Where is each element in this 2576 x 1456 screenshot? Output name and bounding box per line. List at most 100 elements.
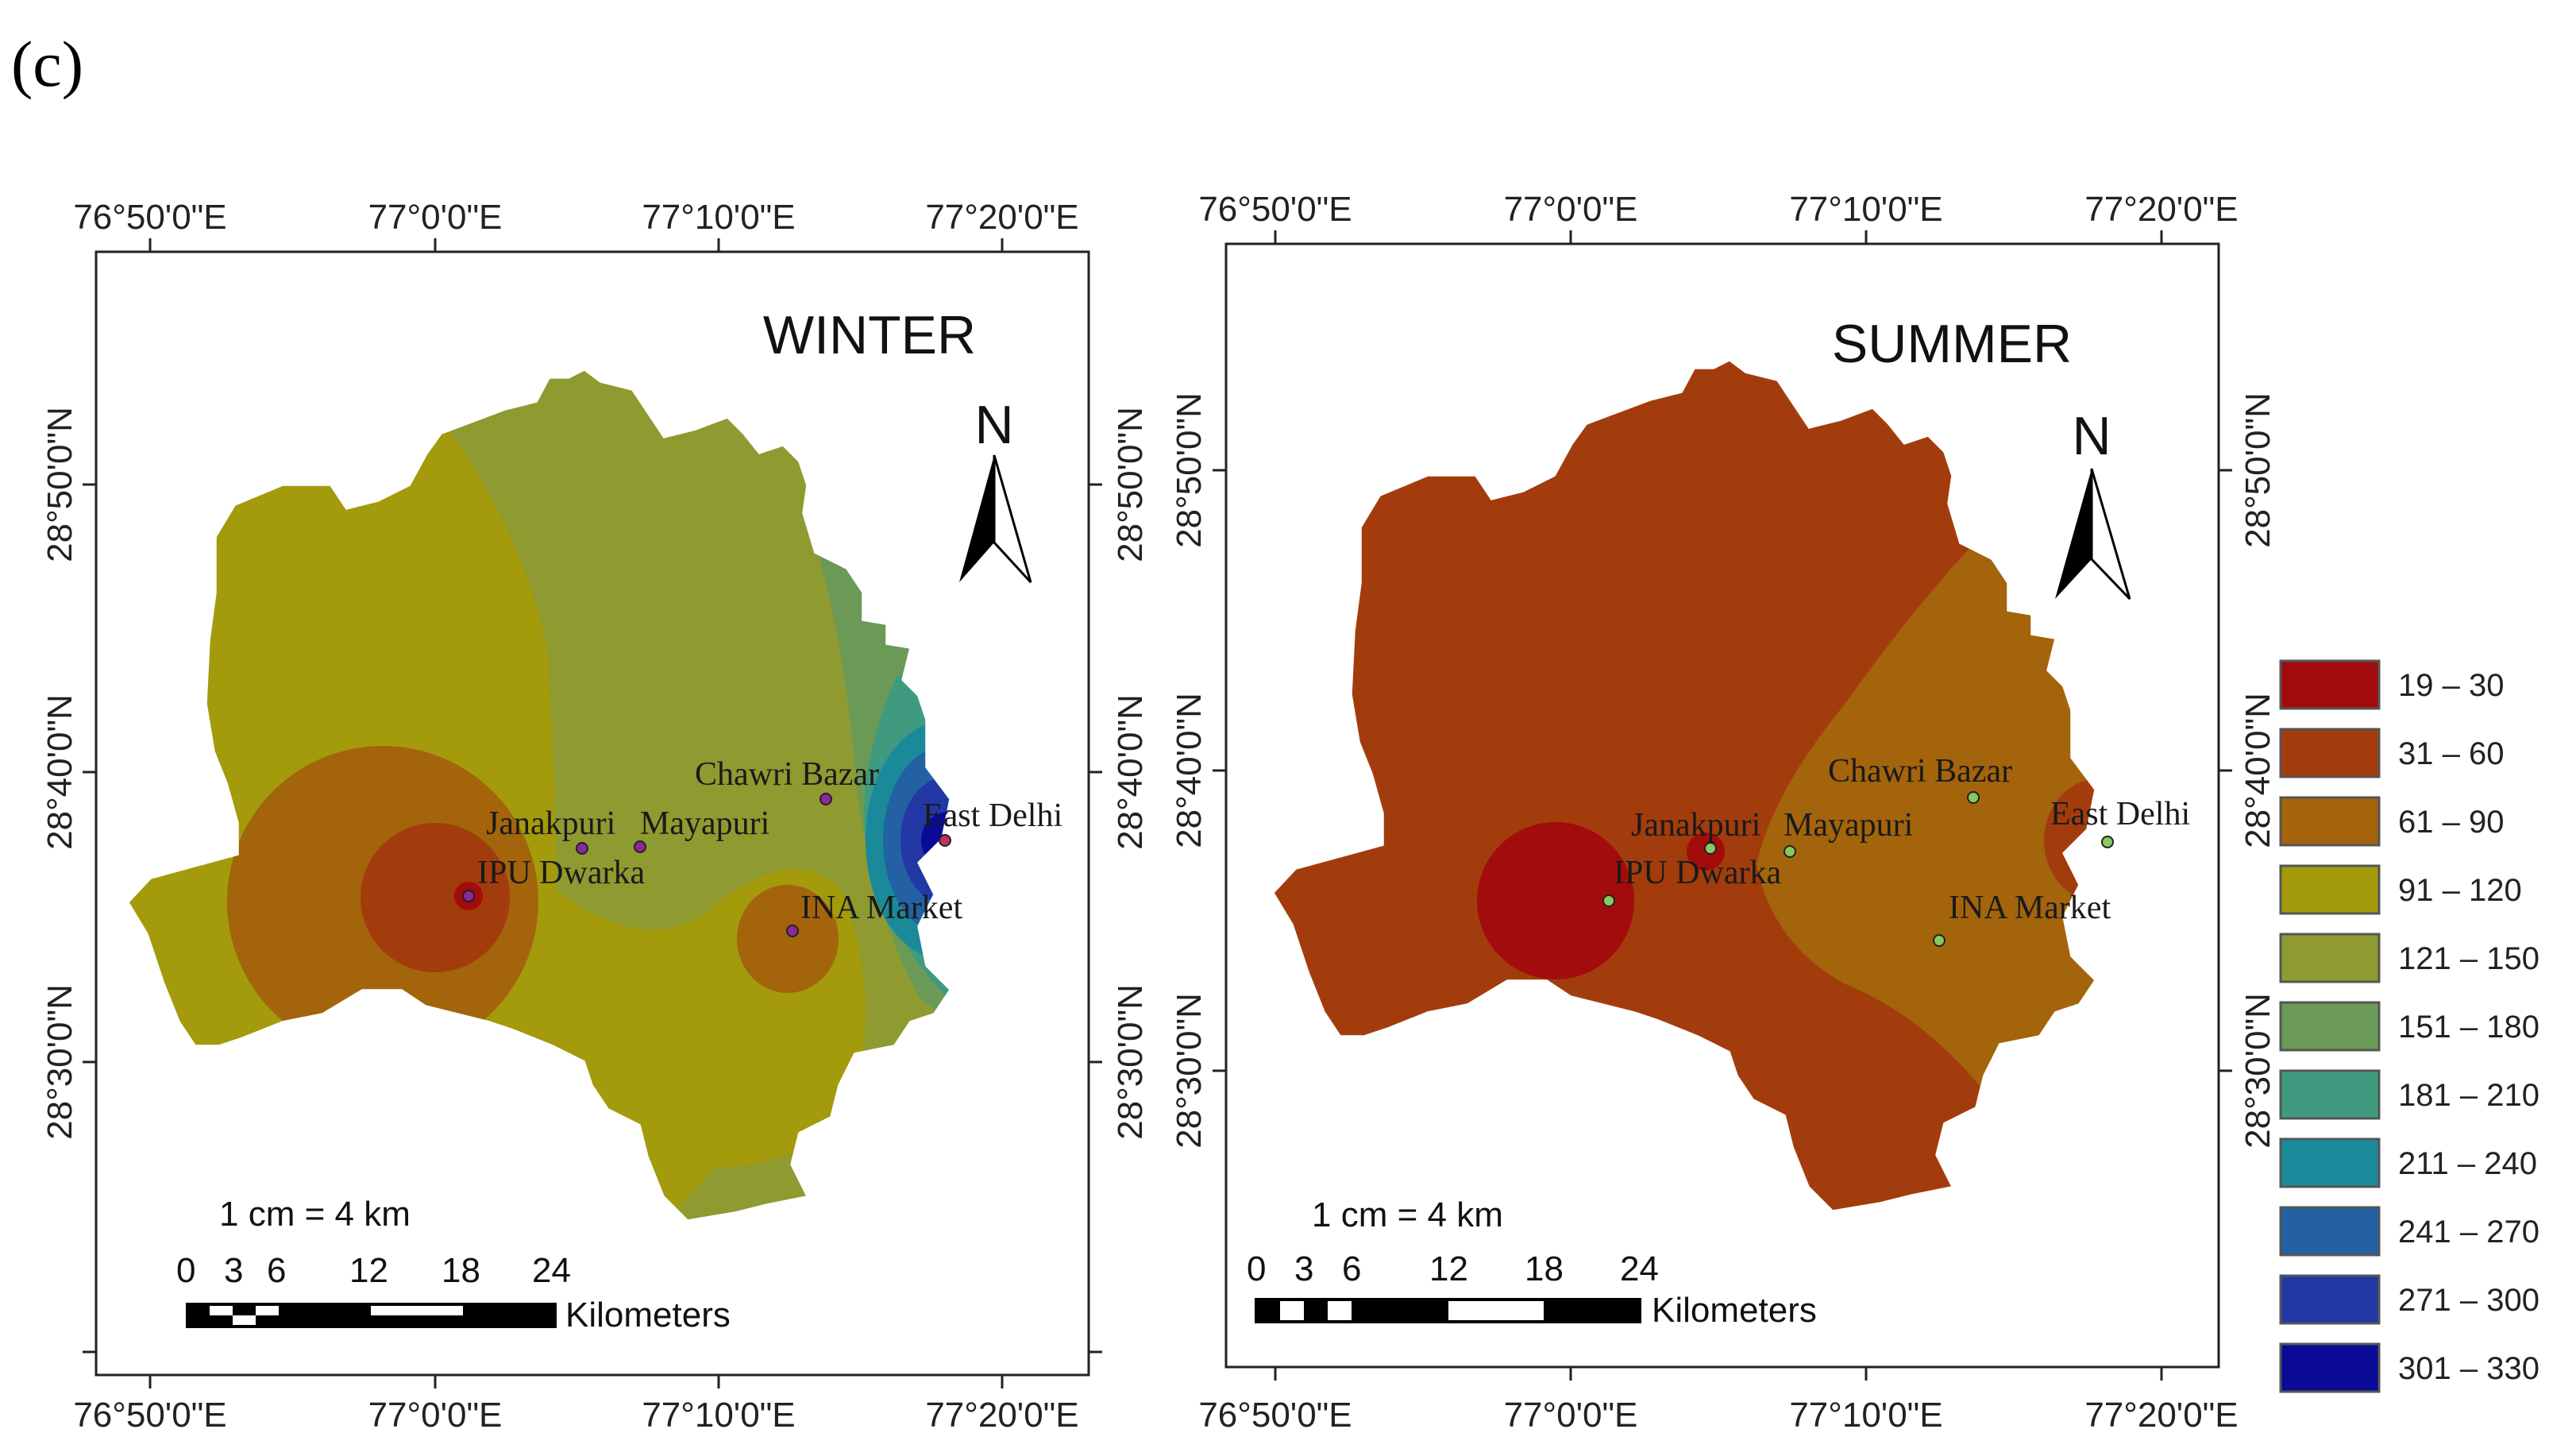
svg-text:0: 0 xyxy=(176,1251,195,1290)
winter-site-janakpuri: Janakpuri xyxy=(486,805,615,842)
winter-lon-top-0: 76°50'0"E xyxy=(73,198,226,237)
winter-scale-bar: 1 cm = 4 km 0 3 6 12 18 24 Kilometers xyxy=(176,1195,731,1334)
summer-lat-left-2: 28°30'0"N xyxy=(1170,993,1209,1149)
legend-label: 121 – 150 xyxy=(2398,941,2539,976)
site-marker xyxy=(786,925,799,937)
legend-label: 91 – 120 xyxy=(2398,873,2522,908)
legend: 19 – 30 31 – 60 61 – 90 91 – 120 121 – 150 15… xyxy=(2279,659,2539,1393)
summer-site-ina: INA Market xyxy=(1949,890,2111,926)
legend-swatch xyxy=(2279,864,2381,915)
summer-lon-top-2: 77°10'0"E xyxy=(1789,190,1942,229)
legend-swatch xyxy=(2279,1342,2381,1393)
site-marker xyxy=(1704,842,1717,855)
svg-text:Kilometers: Kilometers xyxy=(1652,1291,1817,1330)
summer-lon-bottom-0: 76°50'0"E xyxy=(1198,1396,1352,1435)
winter-title: WINTER xyxy=(763,305,976,365)
svg-text:18: 18 xyxy=(442,1251,480,1290)
summer-lon-bottom-1: 77°0'0"E xyxy=(1504,1396,1638,1435)
site-marker xyxy=(1933,934,1945,947)
legend-swatch xyxy=(2279,1137,2381,1188)
summer-scale-bar: 1 cm = 4 km 0 3 6 12 18 24 Kilometers xyxy=(1247,1195,1817,1330)
winter-lon-top-2: 77°10'0"E xyxy=(642,198,795,237)
svg-text:6: 6 xyxy=(1342,1249,1361,1288)
svg-text:6: 6 xyxy=(267,1251,286,1290)
summer-lat-right-0: 28°50'0"N xyxy=(2239,392,2277,548)
summer-site-janakpuri: Janakpuri xyxy=(1631,807,1760,844)
winter-lon-top-1: 77°0'0"E xyxy=(368,198,503,237)
legend-label: 151 – 180 xyxy=(2398,1010,2539,1045)
svg-text:1 cm = 4 km: 1 cm = 4 km xyxy=(1312,1195,1503,1234)
winter-site-east: East Delhi xyxy=(923,798,1062,834)
legend-label: 211 – 240 xyxy=(2398,1146,2537,1181)
legend-label: 31 – 60 xyxy=(2398,736,2504,771)
site-marker xyxy=(1602,894,1615,907)
winter-sites: Chawri Bazar Janakpuri Mayapuri IPU Dwar… xyxy=(462,756,1062,937)
summer-lon-bottom-2: 77°10'0"E xyxy=(1789,1396,1942,1435)
winter-lat-right-1: 28°40'0"N xyxy=(1111,694,1150,850)
site-marker xyxy=(1967,791,1980,804)
site-marker xyxy=(634,840,646,853)
winter-map: 76°50'0"E 77°0'0"E 77°10'0"E 77°20'0"E 7… xyxy=(40,198,1150,1435)
svg-text:24: 24 xyxy=(532,1251,571,1290)
legend-swatch xyxy=(2279,1069,2381,1120)
legend-label: 181 – 210 xyxy=(2398,1078,2539,1113)
winter-site-ipu: IPU Dwarka xyxy=(477,855,645,891)
legend-swatch xyxy=(2279,1001,2381,1052)
summer-lon-top-1: 77°0'0"E xyxy=(1504,190,1638,229)
summer-site-ipu: IPU Dwarka xyxy=(1614,855,1781,891)
summer-lon-top-0: 76°50'0"E xyxy=(1198,190,1352,229)
winter-lat-left-1: 28°40'0"N xyxy=(40,694,79,850)
winter-lat-left-0: 28°50'0"N xyxy=(40,407,79,562)
summer-lon-bottom-3: 77°20'0"E xyxy=(2084,1396,2238,1435)
legend-label: 241 – 270 xyxy=(2398,1215,2539,1249)
summer-site-chawri: Chawri Bazar xyxy=(1828,753,2012,790)
winter-lon-ticks xyxy=(83,238,1102,1388)
site-marker xyxy=(1784,845,1796,858)
winter-lon-bottom-0: 76°50'0"E xyxy=(73,1396,226,1435)
winter-lon-bottom-1: 77°0'0"E xyxy=(368,1396,503,1435)
summer-lat-right-2: 28°30'0"N xyxy=(2239,993,2277,1149)
summer-title: SUMMER xyxy=(1832,314,2072,374)
legend-label: 271 – 300 xyxy=(2398,1283,2539,1318)
winter-lat-left-2: 28°30'0"N xyxy=(40,984,79,1140)
winter-lat-right-2: 28°30'0"N xyxy=(1111,984,1150,1140)
summer-map: Chawri Bazar Janakpuri Mayapuri IPU Dwar… xyxy=(1170,190,2277,1435)
svg-text:Kilometers: Kilometers xyxy=(565,1296,731,1334)
legend-swatch xyxy=(2279,1274,2381,1325)
svg-text:N: N xyxy=(2072,406,2111,466)
site-marker xyxy=(462,890,475,902)
svg-text:24: 24 xyxy=(1620,1249,1659,1288)
summer-lat-left-0: 28°50'0"N xyxy=(1170,392,1209,548)
svg-text:0: 0 xyxy=(1247,1249,1266,1288)
summer-north-arrow: N xyxy=(2055,406,2131,601)
svg-text:3: 3 xyxy=(224,1251,243,1290)
winter-north-arrow: N xyxy=(959,395,1032,584)
svg-text:1 cm = 4 km: 1 cm = 4 km xyxy=(219,1195,411,1234)
site-marker xyxy=(939,834,951,847)
winter-site-ina: INA Market xyxy=(800,890,962,926)
legend-swatch xyxy=(2279,1206,2381,1257)
winter-lon-bottom-2: 77°10'0"E xyxy=(642,1396,795,1435)
svg-text:3: 3 xyxy=(1294,1249,1313,1288)
panel-label: (c) xyxy=(11,28,83,100)
winter-site-mayapuri: Mayapuri xyxy=(640,805,769,842)
legend-swatch xyxy=(2279,796,2381,847)
legend-label: 301 – 330 xyxy=(2398,1351,2539,1386)
svg-text:N: N xyxy=(974,395,1013,455)
svg-text:12: 12 xyxy=(349,1251,388,1290)
summer-lat-right-1: 28°40'0"N xyxy=(2239,693,2277,848)
legend-label: 61 – 90 xyxy=(2398,805,2504,840)
legend-label: 19 – 30 xyxy=(2398,668,2504,703)
site-marker xyxy=(576,842,588,855)
svg-text:18: 18 xyxy=(1525,1249,1564,1288)
legend-swatch xyxy=(2279,728,2381,778)
winter-lon-bottom-3: 77°20'0"E xyxy=(925,1396,1078,1435)
legend-swatch xyxy=(2279,659,2381,710)
winter-site-chawri: Chawri Bazar xyxy=(695,756,879,793)
summer-site-mayapuri: Mayapuri xyxy=(1784,807,1913,844)
site-marker xyxy=(819,793,832,805)
summer-lon-ticks xyxy=(1213,230,2232,1381)
summer-sites: Chawri Bazar Janakpuri Mayapuri IPU Dwar… xyxy=(1602,753,2190,947)
winter-lat-right-0: 28°50'0"N xyxy=(1111,407,1150,562)
legend-swatch xyxy=(2279,933,2381,983)
